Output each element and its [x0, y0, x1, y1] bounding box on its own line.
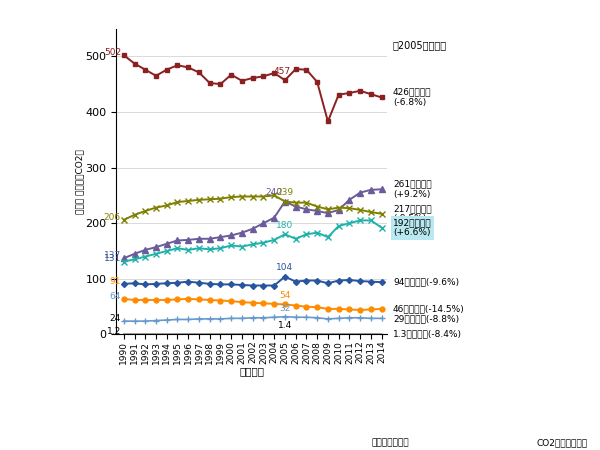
Text: 国立環境研究所: 国立環境研究所 [372, 439, 410, 448]
Text: CO2排出量の推移: CO2排出量の推移 [537, 439, 588, 448]
Text: 64: 64 [110, 292, 121, 301]
Text: 502: 502 [104, 48, 121, 57]
Text: 261百万トン
(+9.2%): 261百万トン (+9.2%) [393, 180, 431, 199]
Text: 457: 457 [274, 67, 291, 76]
Text: 137: 137 [104, 251, 121, 260]
X-axis label: （年度）: （年度） [239, 366, 264, 377]
Text: 180: 180 [277, 221, 293, 230]
Text: 217百万トン
(-9.5%): 217百万トン (-9.5%) [393, 204, 431, 224]
Text: 1.2: 1.2 [107, 327, 121, 336]
Text: 192百万トン
(+6.6%): 192百万トン (+6.6%) [393, 218, 431, 237]
Text: 46百万トン(-14.5%): 46百万トン(-14.5%) [393, 304, 465, 313]
Text: 54: 54 [279, 291, 290, 300]
Text: 24: 24 [110, 314, 121, 323]
Text: 131: 131 [104, 254, 121, 263]
Text: 239: 239 [277, 189, 293, 198]
Text: 91: 91 [109, 277, 121, 286]
Text: 32: 32 [279, 303, 290, 312]
Text: 29百万トン(-8.8%): 29百万トン(-8.8%) [393, 314, 459, 323]
Text: 104: 104 [277, 263, 293, 272]
Text: 94百万トン(-9.6%): 94百万トン(-9.6%) [393, 278, 459, 287]
Text: 206: 206 [104, 212, 121, 221]
Y-axis label: （単位 百万トンCO2）: （単位 百万トンCO2） [75, 149, 84, 214]
Text: 1.4: 1.4 [278, 320, 292, 329]
Text: 426百万トン
(-6.8%): 426百万トン (-6.8%) [393, 88, 431, 107]
Text: 1.3百万トン(-8.4%): 1.3百万トン(-8.4%) [393, 329, 462, 338]
Text: （2005年度比）: （2005年度比） [393, 40, 447, 50]
Text: 240: 240 [266, 188, 283, 197]
